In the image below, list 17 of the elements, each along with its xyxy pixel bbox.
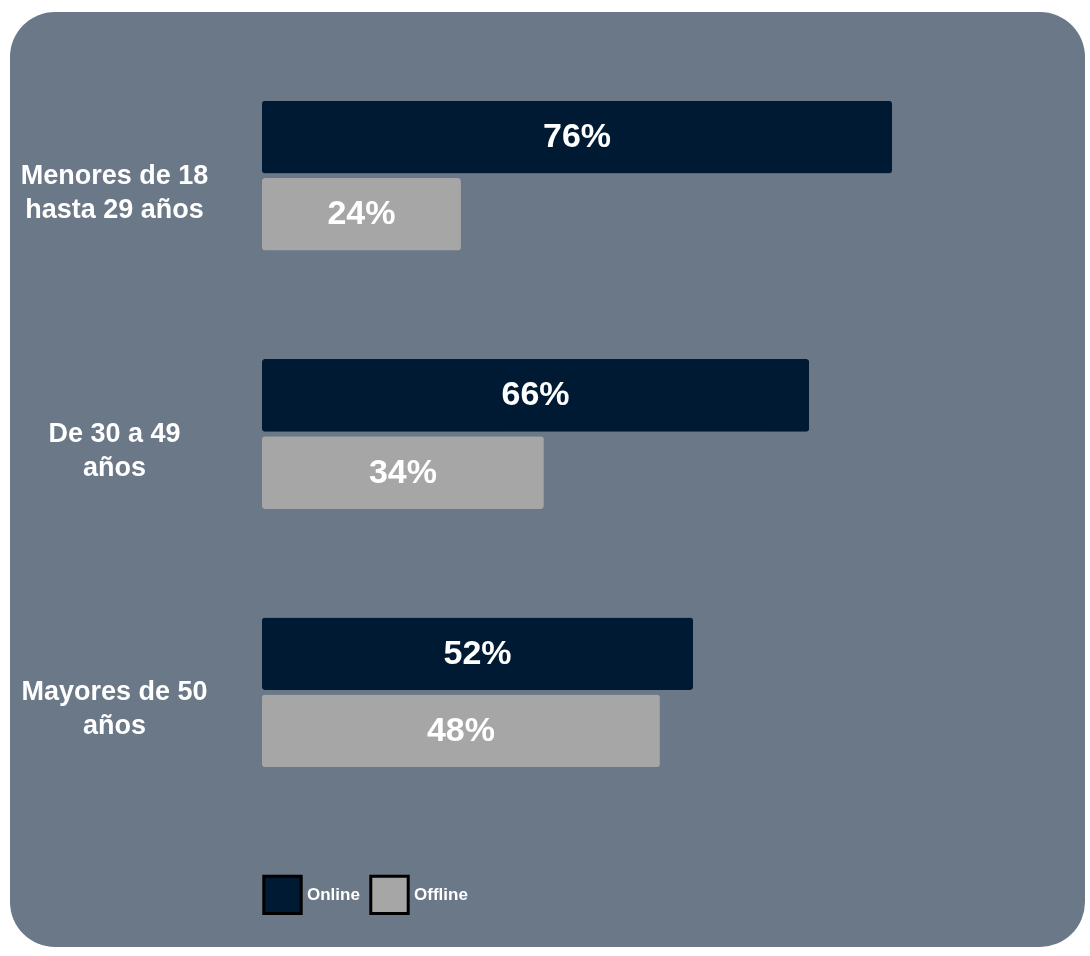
bar — [262, 100, 892, 174]
data-label: 76% — [542, 116, 612, 155]
y-tick-label: Menores de 18 hasta 29 años — [20, 159, 209, 224]
legend-label: Online — [307, 884, 360, 904]
data-label: 66% — [501, 374, 570, 413]
bar — [262, 436, 544, 509]
data-label: 24% — [327, 193, 396, 232]
bar — [262, 694, 660, 768]
y-tick-label: Mayores de 50 años — [21, 676, 208, 741]
data-label: 48% — [426, 709, 495, 748]
bar — [262, 178, 461, 251]
bar — [262, 359, 810, 432]
data-label: 52% — [443, 632, 512, 671]
legend-label: Offline — [414, 884, 468, 904]
y-tick-label: De 30 a 49 años — [48, 418, 181, 482]
data-label: 34% — [368, 451, 437, 490]
bar — [262, 617, 694, 690]
